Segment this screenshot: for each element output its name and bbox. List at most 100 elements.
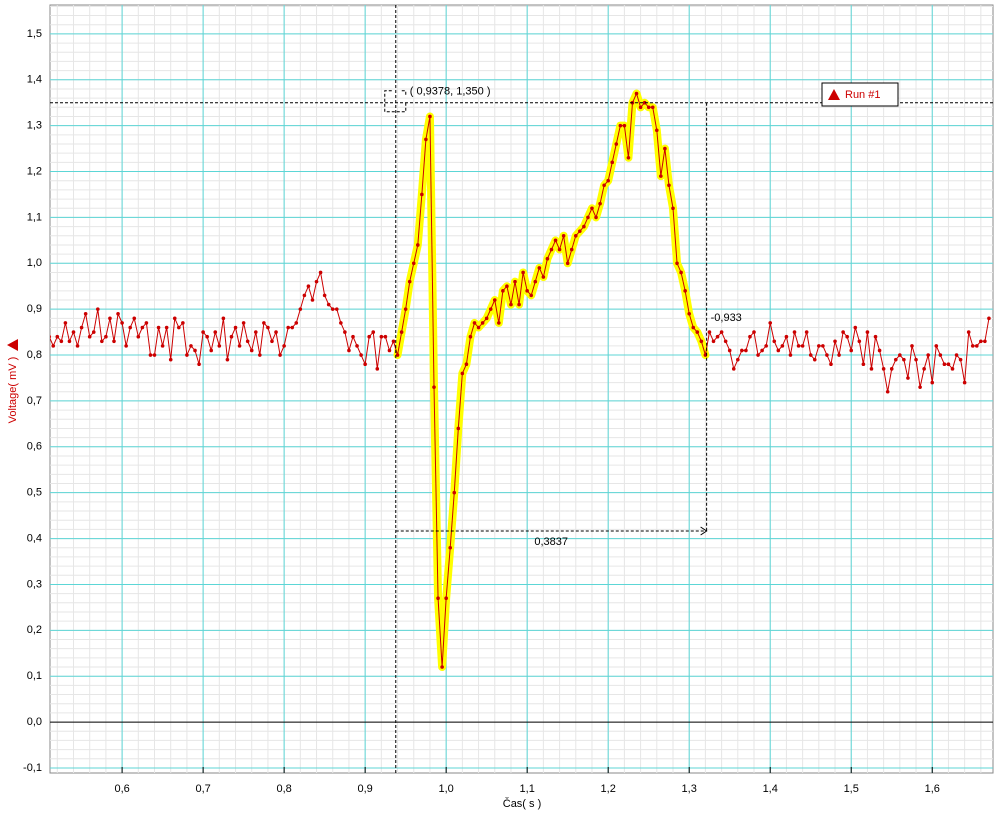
data-point [974,344,979,348]
data-point [326,302,331,307]
data-point [962,380,967,385]
data-point [764,344,768,348]
data-point [314,279,319,284]
data-point [622,123,627,128]
data-point [800,344,805,348]
data-point [699,339,704,344]
data-point [420,192,424,197]
y-tick-label: 1,4 [27,74,42,86]
data-point [480,321,485,325]
data-point [391,339,396,344]
overlay: ( 0,9378, 1,350 ) 0,3837 -0,933 Run #1 [50,5,993,773]
data-point [124,344,128,348]
data-point [513,279,517,284]
data-point [659,174,663,178]
x-tick-label: 1,2 [601,783,616,795]
y-tick-label: 0,7 [27,395,42,407]
data-point [181,321,185,325]
data-point [865,330,870,334]
data-point [270,339,274,344]
y-tick-label: 0,9 [27,303,42,315]
data-point [339,321,343,325]
data-point [411,261,416,266]
data-point [79,325,84,330]
data-point [132,316,137,321]
y-tick-label: 1,1 [27,211,42,223]
data-point [416,243,420,247]
data-point [954,353,959,357]
data-point [262,321,266,325]
data-point [387,348,392,353]
data-point [614,142,619,146]
data-point [501,289,505,293]
data-point [586,215,590,220]
data-point [606,178,610,183]
data-point [355,344,359,348]
data-point [298,307,303,311]
data-point [83,311,88,316]
data-point [979,339,983,344]
data-point [448,545,453,550]
y-tick-label: 0,0 [27,716,42,728]
data-point [492,298,497,302]
data-point [497,321,501,325]
data-point [598,201,602,206]
data-point [67,339,72,344]
data-point [549,247,554,252]
data-point [687,311,691,316]
x-axis-label: Čas( s ) [503,797,542,810]
data-point [468,334,473,339]
data-point [87,334,92,339]
y-tick-label: 0,2 [27,624,42,636]
data-point [804,330,809,334]
data-point [201,330,205,334]
data-point [970,344,975,348]
data-point [229,334,234,339]
data-point [241,321,246,325]
y-tick-label: 0,1 [27,670,42,682]
data-point [594,215,598,220]
data-point [258,353,262,357]
legend-marker [828,89,840,100]
data-point [906,376,910,380]
grid [50,5,993,773]
data-point [63,321,68,325]
data-point [768,321,773,325]
data-point [938,353,943,357]
y-axis-label: Voltage( mV ) [7,357,19,424]
x-tick-label: 0,9 [357,783,372,795]
data-point [934,344,939,348]
data-point [452,490,457,495]
data-point [209,348,214,353]
data-point [679,270,683,275]
data-point [667,183,671,188]
data-point [359,353,363,357]
data-point [861,362,866,367]
data-point [306,284,311,289]
data-point [168,357,173,362]
y-tick-label: 0,5 [27,487,42,499]
data-point [407,279,412,284]
data-point [849,348,854,353]
data-point [286,325,290,330]
data-point [517,302,521,307]
data-point [796,344,801,348]
data-point [853,325,858,330]
data-point [322,293,327,298]
data-point [95,307,100,311]
data-point [529,293,534,298]
data-point [185,353,189,357]
x-tick-label: 1,1 [520,783,535,795]
data-point [403,307,408,311]
data-point [942,362,947,367]
data-point [873,334,878,339]
data-point [776,348,781,353]
data-point [646,105,651,110]
y-tick-label: 0,6 [27,441,42,453]
data-point [108,316,112,321]
data-point [654,128,659,133]
data-point [582,224,586,229]
data-point [91,330,96,334]
data-point [634,91,639,96]
data-point [197,362,201,367]
